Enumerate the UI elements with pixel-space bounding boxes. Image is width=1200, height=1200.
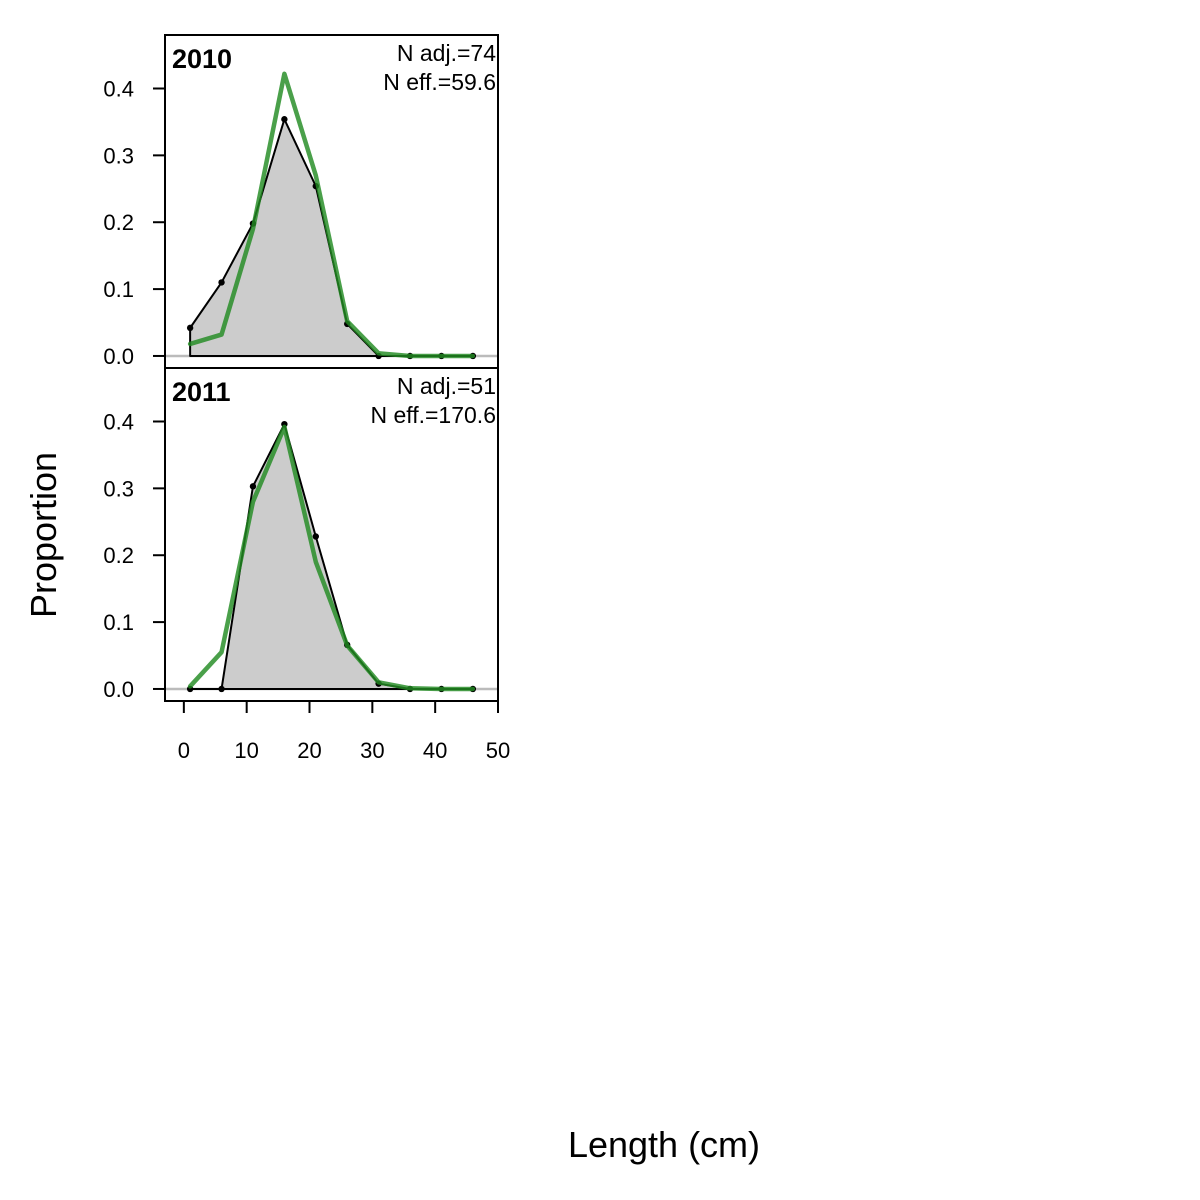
y-axis-title: Proportion — [23, 452, 64, 618]
expected-line — [187, 71, 476, 359]
y-tick-label: 0.4 — [103, 76, 134, 101]
y-tick-label: 0.0 — [103, 677, 134, 702]
observed-point — [218, 685, 225, 693]
y-tick-label: 0.3 — [103, 143, 134, 168]
x-tick-label: 40 — [423, 738, 447, 763]
n-eff-label: N eff.=59.6 — [383, 69, 496, 95]
observed-point — [281, 116, 288, 123]
panel-2010: 0.0 0.1 0.2 0.3 0.4 2010 N adj.=74 N eff.=59.6 — [103, 34, 499, 369]
x-tick-label: 30 — [360, 738, 384, 763]
y-tick-label: 0.0 — [103, 344, 134, 369]
x-axis-title: Length (cm) — [568, 1124, 760, 1165]
panel-year-label: 2010 — [172, 44, 232, 74]
panel-2011: 0.0 0.1 0.2 0.3 0.4 2011 N adj.=51 N eff.=170.6 — [103, 367, 499, 702]
x-tick-label: 10 — [234, 738, 258, 763]
observed-point — [312, 533, 319, 540]
y-tick-label: 0.2 — [103, 543, 134, 568]
observed-point — [218, 279, 225, 286]
observed-area — [189, 423, 474, 690]
x-tick-label: 0 — [178, 738, 190, 763]
x-axis: 0 10 20 30 40 50 — [178, 700, 510, 763]
y-tick-label: 0.1 — [103, 610, 134, 635]
n-adj-label: N adj.=51 — [397, 373, 496, 399]
y-tick-label: 0.3 — [103, 476, 134, 501]
x-tick-label: 20 — [297, 738, 321, 763]
observed-point — [249, 483, 257, 490]
y-tick-label: 0.2 — [103, 210, 134, 235]
observed-area — [189, 118, 474, 357]
y-tick-label: 0.1 — [103, 277, 134, 302]
n-eff-label: N eff.=170.6 — [370, 402, 496, 428]
expected-line — [187, 424, 476, 692]
y-tick-label: 0.4 — [103, 409, 134, 434]
x-tick-label: 50 — [486, 738, 510, 763]
n-adj-label: N adj.=74 — [397, 40, 496, 66]
panel-year-label: 2011 — [172, 377, 231, 407]
observed-point — [186, 324, 194, 332]
